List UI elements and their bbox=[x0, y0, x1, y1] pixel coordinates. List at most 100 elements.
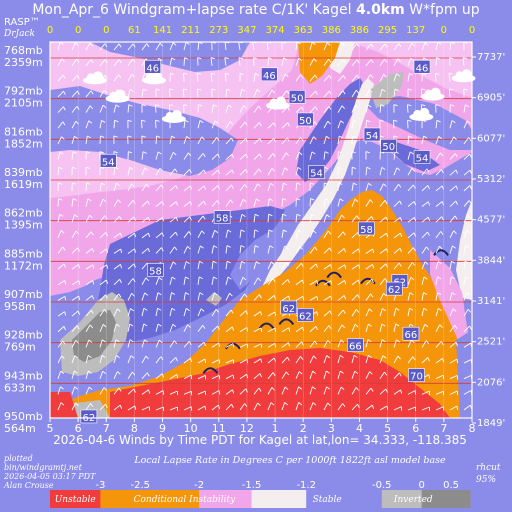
wind-barb bbox=[435, 324, 443, 332]
wind-barb bbox=[365, 89, 373, 98]
wind-speed-box: 58 bbox=[358, 221, 375, 236]
pale-patch-right bbox=[456, 200, 472, 300]
wind-barb bbox=[309, 151, 316, 160]
wind-barb bbox=[365, 166, 371, 176]
wind-barb bbox=[141, 200, 150, 207]
wind-barb bbox=[365, 151, 370, 160]
wind-barb bbox=[337, 90, 346, 98]
wind-barb bbox=[183, 357, 193, 364]
wind-barb bbox=[71, 310, 80, 317]
wind-barb bbox=[449, 276, 455, 285]
wind-barb bbox=[407, 390, 417, 395]
legend-swatch bbox=[421, 490, 471, 508]
x-tick-label: 2 bbox=[300, 422, 307, 435]
wind-barb bbox=[435, 390, 445, 396]
wind-barb bbox=[99, 59, 108, 66]
wind-barb bbox=[85, 386, 93, 395]
x-axis-label: 2026-04-6 Winds by Time PDT for Kagel at… bbox=[53, 433, 467, 447]
wstar-markers bbox=[202, 249, 449, 374]
wind-barb bbox=[295, 371, 303, 379]
wind-barb bbox=[225, 88, 231, 97]
wind-barb bbox=[421, 185, 430, 192]
wind-barb bbox=[393, 184, 402, 192]
wind-barb bbox=[267, 342, 277, 348]
wind-barb bbox=[239, 184, 248, 192]
wind-barb bbox=[295, 57, 303, 66]
wind-barb bbox=[71, 230, 80, 239]
wind-barb bbox=[351, 135, 357, 144]
wind-barb bbox=[197, 390, 207, 396]
wstar-value: 61 bbox=[128, 25, 141, 36]
legend-tick-label: -1.2 bbox=[296, 480, 316, 491]
wind-barb bbox=[281, 213, 287, 223]
wind-barb bbox=[71, 151, 77, 160]
wind-barb bbox=[113, 387, 122, 395]
wind-barb bbox=[253, 89, 261, 98]
wstar-value: 347 bbox=[237, 25, 256, 36]
wind-barb bbox=[211, 229, 219, 238]
wind-barb bbox=[309, 136, 317, 145]
wind-barb bbox=[169, 201, 179, 207]
wind-barb bbox=[183, 136, 191, 145]
wind-barb bbox=[281, 198, 287, 207]
wind-barb bbox=[267, 57, 273, 66]
wind-barb bbox=[211, 292, 218, 301]
lapse-rate-legend: -3 -2.5 -2 -1.5 -1.2 -0.5 0 0.5 Unstable Conditio… bbox=[50, 480, 471, 508]
thermal-marker bbox=[202, 367, 219, 374]
wind-barb bbox=[295, 279, 305, 286]
wstar-value: 211 bbox=[181, 25, 200, 36]
wind-barb bbox=[323, 247, 332, 254]
wind-barb bbox=[407, 167, 415, 176]
wind-barb bbox=[225, 403, 234, 411]
wind-barb bbox=[309, 355, 317, 364]
wind-barb bbox=[351, 120, 358, 129]
wind-barb bbox=[127, 339, 134, 348]
thermal-marker bbox=[278, 318, 295, 326]
wind-barb bbox=[127, 88, 134, 98]
wind-barb bbox=[169, 406, 179, 412]
wind-barb bbox=[323, 310, 332, 317]
wind-barb bbox=[421, 119, 427, 129]
wind-barb bbox=[57, 136, 65, 145]
wind-barb bbox=[449, 57, 454, 66]
wind-barb bbox=[155, 184, 164, 192]
wind-barb bbox=[449, 260, 456, 270]
wind-barb bbox=[211, 88, 216, 97]
wind-barb bbox=[407, 406, 417, 412]
x-tick-label: 7 bbox=[103, 422, 110, 435]
wind-speed-value: 54 bbox=[366, 131, 379, 142]
wind-barb bbox=[420, 88, 426, 97]
wind-barb bbox=[407, 292, 414, 301]
stable-band-upper bbox=[50, 86, 238, 176]
drjack-logo-text: DrJack bbox=[4, 29, 35, 39]
wind-barb bbox=[168, 88, 174, 97]
wind-barb bbox=[449, 375, 459, 380]
wind-barb bbox=[155, 373, 165, 380]
thermal-marker bbox=[360, 277, 376, 285]
wind-barb bbox=[71, 135, 78, 145]
wind-barb bbox=[351, 294, 360, 301]
wind-barb bbox=[379, 248, 389, 254]
wind-barb bbox=[127, 151, 133, 160]
wind-barb bbox=[435, 119, 441, 129]
wind-speed-value: 66 bbox=[349, 342, 362, 353]
wind-barb bbox=[337, 120, 345, 129]
wind-barb bbox=[379, 339, 386, 348]
wind-barb bbox=[379, 119, 384, 129]
legend-swatch bbox=[199, 490, 253, 508]
wind-barb bbox=[210, 72, 215, 82]
wind-barb bbox=[435, 136, 443, 145]
wind-barb bbox=[183, 104, 188, 113]
wind-barb bbox=[169, 246, 178, 254]
wind-speed-box: 50 bbox=[380, 138, 398, 153]
wind-barb bbox=[169, 42, 177, 51]
wind-barb bbox=[253, 72, 259, 82]
wind-barb bbox=[113, 74, 122, 82]
wind-barb bbox=[169, 231, 178, 239]
wind-barb bbox=[225, 169, 234, 176]
wind-speed-labels: 4646465050505454545458585862626262666670… bbox=[80, 59, 431, 424]
plotted-info: plotted bin/windgramtj.net 2026-04-05 03… bbox=[4, 454, 95, 490]
wind-barb bbox=[323, 325, 332, 333]
wind-barb bbox=[211, 260, 217, 270]
wind-barb bbox=[309, 296, 319, 301]
